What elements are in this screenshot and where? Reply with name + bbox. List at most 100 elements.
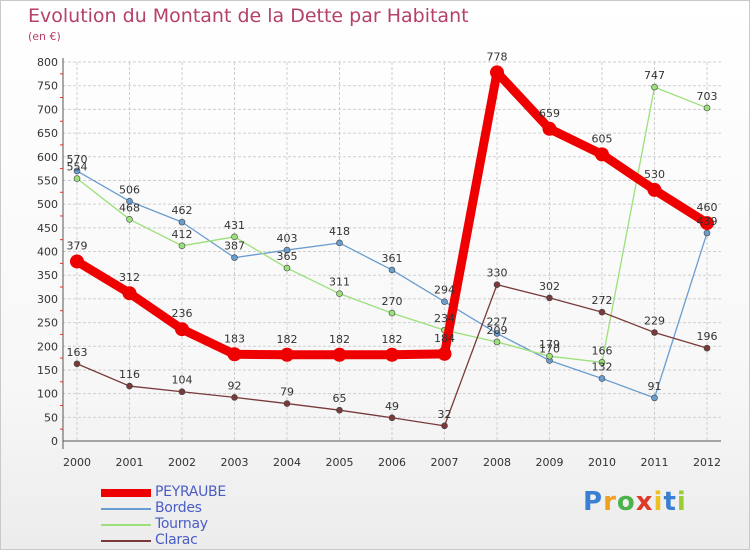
data-label: 439 [697,215,718,228]
y-tick-label: 550 [37,174,58,187]
chart-title: Evolution du Montant de la Dette par Hab… [28,5,469,27]
data-label: 116 [119,368,140,381]
data-label: 92 [228,379,242,392]
y-tick-label: 250 [37,317,58,330]
x-tick-label: 2012 [693,456,721,469]
logo-letter: x [635,487,654,517]
data-point [493,338,501,346]
data-point [651,83,658,91]
x-tick-label: 2010 [588,456,616,469]
legend-swatch [101,508,151,510]
data-label: 79 [280,386,294,399]
data-point [283,246,291,254]
data-point [280,347,294,362]
data-point [126,197,133,205]
y-tick-label: 500 [37,198,58,211]
data-point [178,388,186,396]
data-point [227,347,242,362]
data-label: 412 [172,228,193,241]
data-label: 132 [592,360,613,373]
data-label: 659 [539,107,560,120]
data-label: 236 [172,307,193,320]
series-lines [70,65,714,430]
data-label: 530 [644,168,665,181]
data-label: 179 [539,338,560,351]
y-tick-label: 400 [37,246,58,259]
data-label: 183 [224,332,245,345]
data-point [493,281,501,288]
data-point [73,175,81,182]
data-label: 554 [67,161,88,174]
legend: PEYRAUBE Bordes Tournay Clarac [101,484,321,549]
data-point [332,347,347,362]
data-point [231,394,238,401]
x-tick-label: 2008 [483,456,511,469]
data-label: 460 [697,201,718,214]
data-label: 294 [434,284,455,297]
x-tick-label: 2005 [326,456,354,469]
logo-letter: i [676,487,687,517]
data-point [598,308,606,316]
data-point [651,329,658,336]
legend-label: PEYRAUBE [155,484,226,500]
y-tick-label: 800 [37,56,58,69]
data-point [385,347,399,362]
y-tick-label: 700 [37,103,58,116]
x-tick-label: 2009 [536,456,564,469]
data-label: 311 [329,276,350,289]
logo-letter: o [616,487,636,517]
data-label: 431 [224,219,245,232]
x-tick-label: 2006 [378,456,406,469]
data-point [598,359,606,366]
data-point [546,294,553,302]
data-point [437,346,452,361]
data-label: 163 [67,346,88,359]
data-label: 379 [67,239,88,252]
data-label: 462 [172,204,193,217]
data-label: 605 [592,132,613,145]
logo-letter: r [603,487,617,517]
data-point [73,360,81,368]
logo-letter: i [653,487,664,517]
data-label: 227 [487,315,508,328]
data-point [283,264,291,272]
legend-swatch [101,489,151,497]
data-label: 166 [592,344,613,357]
y-tick-label: 600 [37,151,58,164]
data-label: 234 [434,312,455,325]
y-tick-label: 0 [51,435,58,448]
logo-letter: t [663,487,677,517]
data-label: 65 [333,392,347,405]
data-point [388,309,396,317]
data-label: 365 [277,250,298,263]
axes: 0 50 100 150 200 250 300 350 400 450 500 550 600 650 7… [37,56,721,469]
data-label: 209 [487,324,508,337]
x-tick-label: 2002 [168,456,196,469]
data-point [647,182,662,197]
data-labels: 379 312 236 183 182 182 182 184 778 659 605 530 460 5… [67,50,718,420]
data-label: 747 [644,69,665,82]
data-label: 703 [697,90,718,103]
legend-item-clarac: Clarac [101,532,321,549]
y-tick-label: 450 [37,222,58,235]
data-point [178,218,186,226]
y-tick-label: 650 [37,127,58,140]
legend-label: Clarac [155,532,198,548]
data-label: 104 [172,374,193,387]
data-label: 361 [382,252,403,265]
data-point [336,406,343,414]
y-tick-label: 300 [37,293,58,306]
data-point [542,121,557,136]
grid [63,61,721,442]
data-point [388,266,396,274]
data-point [441,298,448,306]
data-label: 170 [539,342,560,355]
data-label: 49 [385,400,399,413]
data-point [493,330,501,337]
proxiti-logo: Proxiti [583,487,687,517]
legend-swatch [101,524,151,526]
logo-letter: P [583,487,604,517]
data-point [122,286,137,301]
